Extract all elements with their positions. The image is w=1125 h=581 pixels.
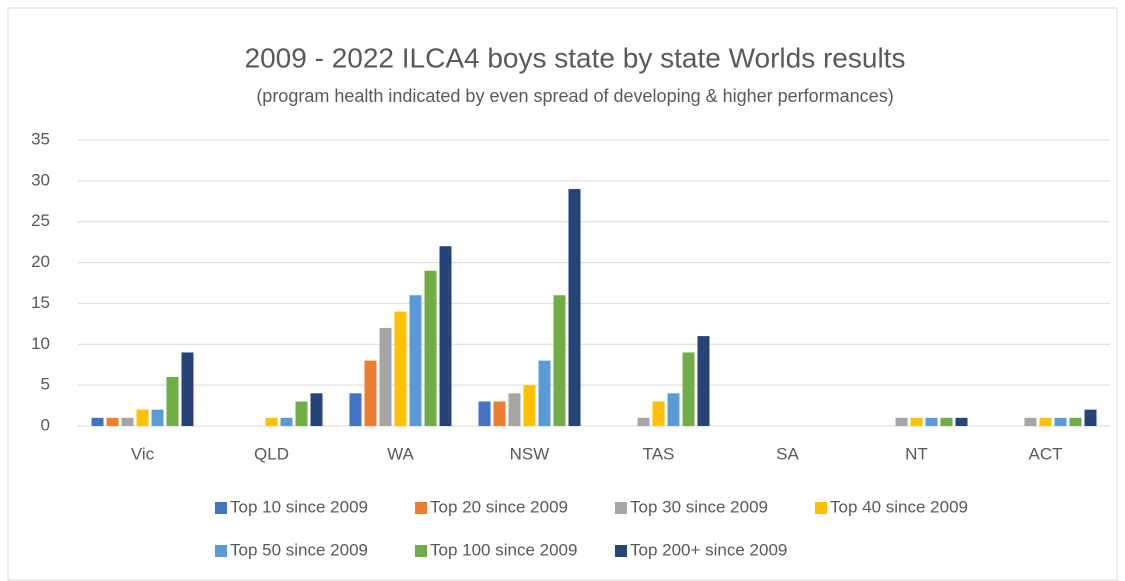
legend-swatch — [415, 545, 427, 557]
bar — [925, 417, 938, 426]
chart-border — [7, 7, 1118, 581]
legend-swatch — [215, 545, 227, 557]
x-tick-label: NSW — [510, 444, 550, 463]
x-tick-label: QLD — [254, 444, 289, 463]
bar — [166, 376, 179, 426]
y-tick-label: 35 — [31, 129, 50, 148]
bar — [652, 401, 665, 426]
legend-label: Top 40 since 2009 — [830, 497, 968, 516]
x-tick-label: TAS — [643, 444, 675, 463]
bar — [538, 360, 551, 426]
legend-label: Top 10 since 2009 — [230, 497, 368, 516]
y-tick-label: 5 — [41, 375, 50, 394]
bar — [523, 385, 536, 426]
bar — [895, 417, 908, 426]
bar — [697, 336, 710, 426]
bar — [493, 401, 506, 426]
bar — [181, 352, 194, 426]
bar — [295, 401, 308, 426]
legend-swatch — [815, 502, 827, 514]
bar — [940, 417, 953, 426]
chart-title: 2009 - 2022 ILCA4 boys state by state Wo… — [245, 42, 906, 73]
x-tick-label: NT — [905, 444, 928, 463]
bar — [1084, 409, 1097, 426]
x-tick-label: WA — [387, 444, 414, 463]
legend-label: Top 30 since 2009 — [630, 497, 768, 516]
bar — [364, 360, 377, 426]
bar — [379, 327, 392, 426]
bar — [439, 246, 452, 426]
bar — [121, 417, 134, 426]
bar — [136, 409, 149, 426]
bar — [682, 352, 695, 426]
legend-swatch — [615, 502, 627, 514]
x-tick-label: SA — [776, 444, 799, 463]
bar — [424, 270, 437, 426]
y-tick-label: 10 — [31, 334, 50, 353]
x-tick-label: ACT — [1029, 444, 1063, 463]
legend-swatch — [215, 502, 227, 514]
bar — [1024, 417, 1037, 426]
bar — [349, 393, 362, 426]
bar — [508, 393, 521, 426]
legend-label: Top 20 since 2009 — [430, 497, 568, 516]
bar — [310, 393, 323, 426]
bar — [955, 417, 968, 426]
bar — [106, 417, 119, 426]
y-tick-label: 15 — [31, 293, 50, 312]
y-tick-label: 0 — [41, 415, 50, 434]
legend-label: Top 100 since 2009 — [430, 540, 577, 559]
bar — [280, 417, 293, 426]
chart-subtitle: (program health indicated by even spread… — [256, 86, 893, 106]
bar — [151, 409, 164, 426]
bar — [667, 393, 680, 426]
y-tick-label: 25 — [31, 211, 50, 230]
x-tick-label: Vic — [131, 444, 155, 463]
y-tick-label: 20 — [31, 252, 50, 271]
bar — [1039, 417, 1052, 426]
bar — [910, 417, 923, 426]
bar — [265, 417, 278, 426]
y-tick-label: 30 — [31, 170, 50, 189]
bar — [394, 311, 407, 426]
legend-swatch — [615, 545, 627, 557]
legend-label: Top 50 since 2009 — [230, 540, 368, 559]
bar — [637, 417, 650, 426]
bar — [91, 417, 104, 426]
bar — [568, 189, 581, 426]
bar — [1069, 417, 1082, 426]
bar — [409, 295, 422, 426]
bar — [553, 295, 566, 426]
bar — [478, 401, 491, 426]
legend-label: Top 200+ since 2009 — [630, 540, 787, 559]
bar — [1054, 417, 1067, 426]
legend-swatch — [415, 502, 427, 514]
